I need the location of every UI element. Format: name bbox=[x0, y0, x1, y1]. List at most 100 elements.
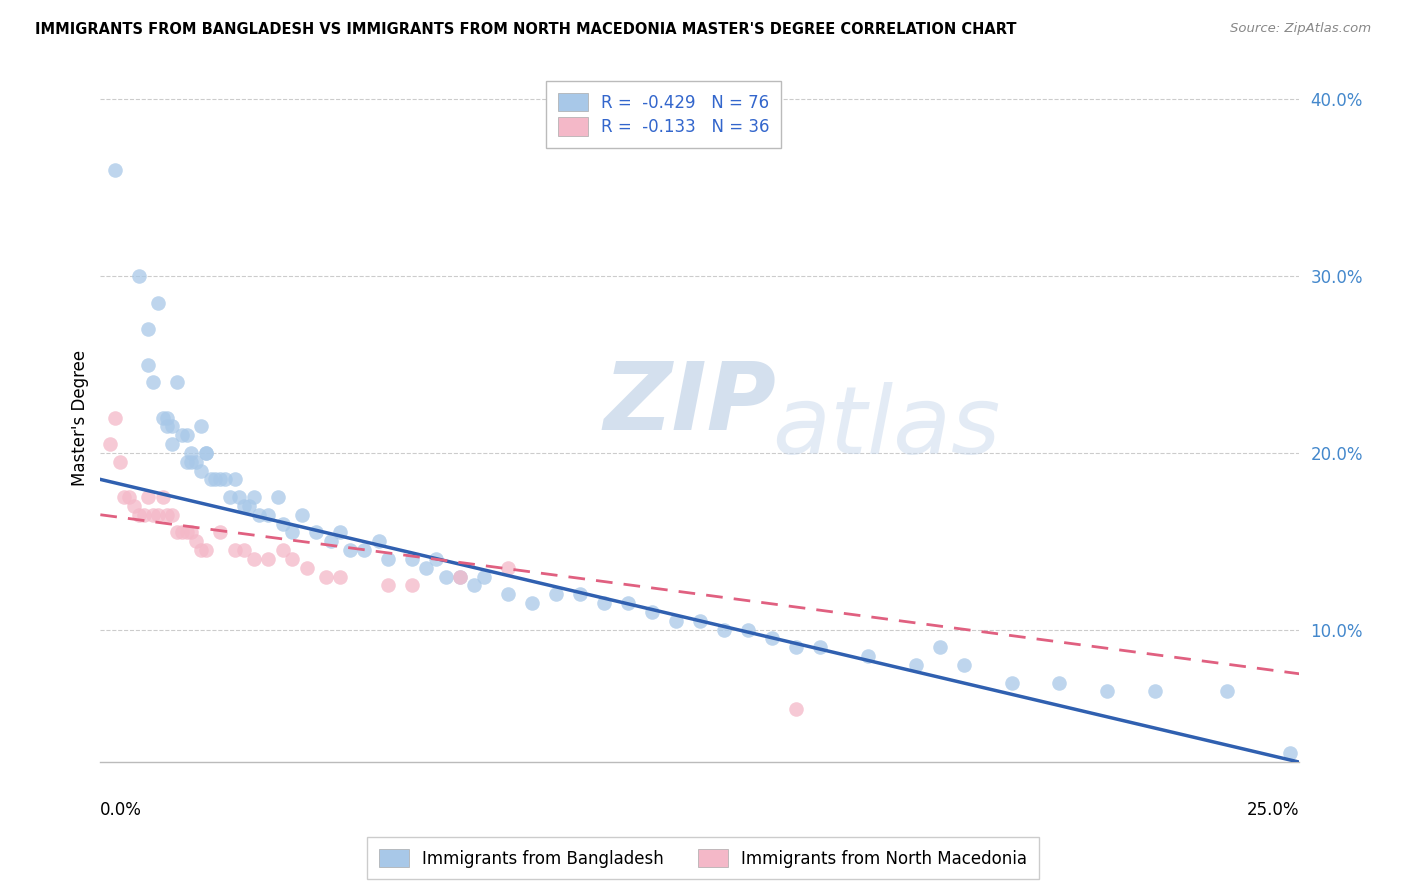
Point bbox=[434, 569, 457, 583]
Point bbox=[194, 446, 217, 460]
Point bbox=[176, 525, 198, 540]
Text: 25.0%: 25.0% bbox=[1247, 801, 1299, 819]
Point bbox=[267, 490, 290, 504]
Point bbox=[136, 490, 159, 504]
Text: Source: ZipAtlas.com: Source: ZipAtlas.com bbox=[1230, 22, 1371, 36]
Point bbox=[520, 596, 543, 610]
Point bbox=[496, 587, 519, 601]
Point bbox=[785, 640, 807, 655]
Point bbox=[142, 508, 165, 522]
Point bbox=[689, 614, 711, 628]
Point bbox=[761, 632, 783, 646]
Point bbox=[170, 428, 193, 442]
Point bbox=[281, 552, 304, 566]
Text: atlas: atlas bbox=[772, 383, 1000, 474]
Point bbox=[136, 322, 159, 336]
Point bbox=[1278, 747, 1301, 761]
Point bbox=[176, 428, 198, 442]
Point bbox=[928, 640, 950, 655]
Point bbox=[146, 508, 169, 522]
Point bbox=[142, 375, 165, 389]
Point bbox=[170, 525, 193, 540]
Point bbox=[132, 508, 155, 522]
Point bbox=[209, 472, 232, 486]
Point bbox=[243, 490, 266, 504]
Point bbox=[568, 587, 591, 601]
Point bbox=[122, 499, 145, 513]
Point bbox=[415, 560, 437, 574]
Point bbox=[152, 490, 174, 504]
Point bbox=[156, 508, 179, 522]
Point bbox=[401, 578, 423, 592]
Point bbox=[463, 578, 485, 592]
Point bbox=[118, 490, 141, 504]
Point bbox=[186, 455, 208, 469]
Point bbox=[243, 552, 266, 566]
Point bbox=[401, 552, 423, 566]
Point bbox=[641, 605, 664, 619]
Point bbox=[180, 446, 202, 460]
Legend: Immigrants from Bangladesh, Immigrants from North Macedonia: Immigrants from Bangladesh, Immigrants f… bbox=[367, 838, 1039, 880]
Point bbox=[224, 472, 246, 486]
Point bbox=[224, 543, 246, 558]
Text: ZIP: ZIP bbox=[605, 358, 776, 450]
Point bbox=[233, 499, 256, 513]
Point bbox=[449, 569, 471, 583]
Point bbox=[238, 499, 260, 513]
Point bbox=[104, 163, 127, 178]
Point bbox=[319, 534, 342, 549]
Text: 0.0%: 0.0% bbox=[100, 801, 142, 819]
Point bbox=[665, 614, 688, 628]
Point bbox=[305, 525, 328, 540]
Point bbox=[156, 419, 179, 434]
Point bbox=[737, 623, 759, 637]
Point bbox=[271, 516, 294, 531]
Point bbox=[190, 419, 212, 434]
Point bbox=[162, 508, 184, 522]
Point bbox=[176, 455, 198, 469]
Point bbox=[377, 578, 399, 592]
Point bbox=[1144, 684, 1167, 698]
Point bbox=[856, 649, 879, 664]
Point bbox=[367, 534, 389, 549]
Point bbox=[257, 508, 280, 522]
Point bbox=[166, 375, 188, 389]
Point bbox=[329, 569, 352, 583]
Point bbox=[271, 543, 294, 558]
Point bbox=[952, 657, 974, 672]
Text: IMMIGRANTS FROM BANGLADESH VS IMMIGRANTS FROM NORTH MACEDONIA MASTER'S DEGREE CO: IMMIGRANTS FROM BANGLADESH VS IMMIGRANTS… bbox=[35, 22, 1017, 37]
Point bbox=[204, 472, 226, 486]
Point bbox=[180, 525, 202, 540]
Point bbox=[257, 552, 280, 566]
Point bbox=[162, 437, 184, 451]
Point bbox=[180, 455, 202, 469]
Point bbox=[785, 702, 807, 716]
Point bbox=[377, 552, 399, 566]
Point bbox=[108, 455, 131, 469]
Point bbox=[496, 560, 519, 574]
Point bbox=[593, 596, 616, 610]
Point bbox=[156, 410, 179, 425]
Point bbox=[713, 623, 735, 637]
Point bbox=[295, 560, 318, 574]
Point bbox=[146, 295, 169, 310]
Point bbox=[190, 464, 212, 478]
Point bbox=[329, 525, 352, 540]
Point bbox=[617, 596, 640, 610]
Point bbox=[186, 534, 208, 549]
Point bbox=[291, 508, 314, 522]
Point bbox=[190, 543, 212, 558]
Point bbox=[162, 419, 184, 434]
Point bbox=[98, 437, 121, 451]
Point bbox=[281, 525, 304, 540]
Point bbox=[228, 490, 250, 504]
Point bbox=[472, 569, 495, 583]
Point bbox=[808, 640, 831, 655]
Point bbox=[233, 543, 256, 558]
Point bbox=[218, 490, 240, 504]
Point bbox=[194, 446, 217, 460]
Point bbox=[1216, 684, 1239, 698]
Legend: R =  -0.429   N = 76, R =  -0.133   N = 36: R = -0.429 N = 76, R = -0.133 N = 36 bbox=[547, 81, 782, 148]
Point bbox=[136, 358, 159, 372]
Point bbox=[339, 543, 361, 558]
